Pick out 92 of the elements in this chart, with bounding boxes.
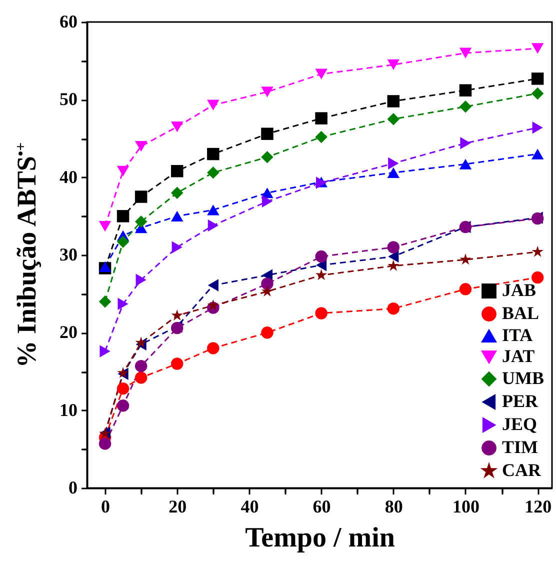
point <box>207 342 220 354</box>
point <box>134 372 148 384</box>
x-tick-label: 80 <box>384 496 403 516</box>
point <box>387 112 400 126</box>
point <box>315 130 328 144</box>
point <box>531 72 544 85</box>
legend-label: JAT <box>502 346 535 366</box>
point <box>261 128 274 140</box>
x-tick-label: 100 <box>452 496 480 516</box>
point <box>261 278 274 290</box>
point <box>170 186 184 199</box>
point <box>459 100 472 113</box>
point <box>315 68 328 80</box>
legend-label: ITA <box>502 325 533 345</box>
point <box>116 382 130 395</box>
point <box>116 236 130 248</box>
point <box>98 438 112 450</box>
point <box>208 279 218 292</box>
x-tick-label: 40 <box>240 496 259 516</box>
point <box>315 112 328 124</box>
point <box>315 307 328 320</box>
point <box>207 166 220 179</box>
point <box>172 241 182 254</box>
point <box>100 345 110 358</box>
point <box>388 260 400 271</box>
point <box>459 84 472 96</box>
point <box>116 166 130 176</box>
y-tick-label: 40 <box>60 166 78 187</box>
point <box>315 250 328 263</box>
point <box>459 158 472 170</box>
point <box>171 309 183 321</box>
y-tick-label: 0 <box>68 478 78 498</box>
y-tick-label: 30 <box>60 244 78 264</box>
x-axis-title: Tempo / min <box>245 522 396 554</box>
point <box>262 195 273 208</box>
point <box>116 400 130 412</box>
point <box>460 137 471 150</box>
point <box>207 100 220 110</box>
point <box>118 298 128 310</box>
x-tick-label: 0 <box>101 496 110 516</box>
point <box>459 283 472 296</box>
legend-label: JAB <box>502 280 536 300</box>
point <box>170 164 184 178</box>
y-tick-label: 10 <box>60 400 78 420</box>
legend-label: PER <box>502 391 539 411</box>
point <box>315 269 328 280</box>
point <box>134 140 148 152</box>
point <box>116 210 130 222</box>
point <box>532 122 543 134</box>
legend-label: JEQ <box>502 414 538 434</box>
point <box>170 210 184 222</box>
point <box>98 295 112 308</box>
point <box>387 95 400 108</box>
point <box>388 250 399 263</box>
point <box>460 254 472 265</box>
point <box>531 271 544 284</box>
point <box>207 204 220 216</box>
x-tick-label: 20 <box>168 496 187 516</box>
point <box>531 87 544 100</box>
y-tick-label: 50 <box>60 89 78 110</box>
point <box>136 274 146 286</box>
point <box>387 167 400 178</box>
point <box>208 219 218 232</box>
point <box>261 86 274 98</box>
point <box>532 246 544 257</box>
y-tick-label: 20 <box>60 322 78 342</box>
point <box>261 151 274 164</box>
point <box>207 148 220 160</box>
point <box>388 157 399 170</box>
legend-label: CAR <box>502 460 542 480</box>
point <box>531 43 544 54</box>
point <box>170 358 184 370</box>
point <box>207 299 219 310</box>
point <box>134 215 148 228</box>
point <box>170 122 184 132</box>
point <box>134 360 148 372</box>
point <box>98 220 112 232</box>
point <box>261 326 274 339</box>
legend-label: BAL <box>502 303 540 323</box>
point <box>387 59 400 70</box>
y-tick-label: 60 <box>60 12 78 32</box>
point <box>531 148 544 160</box>
x-tick-label: 60 <box>312 496 331 516</box>
x-tick-label: 120 <box>524 496 552 516</box>
point <box>387 241 400 254</box>
point <box>134 190 148 203</box>
legend-label: UMB <box>502 368 544 388</box>
legend-label: TIM <box>502 437 538 457</box>
point <box>98 261 112 272</box>
point <box>387 302 400 315</box>
point <box>459 48 472 58</box>
point <box>135 336 147 348</box>
